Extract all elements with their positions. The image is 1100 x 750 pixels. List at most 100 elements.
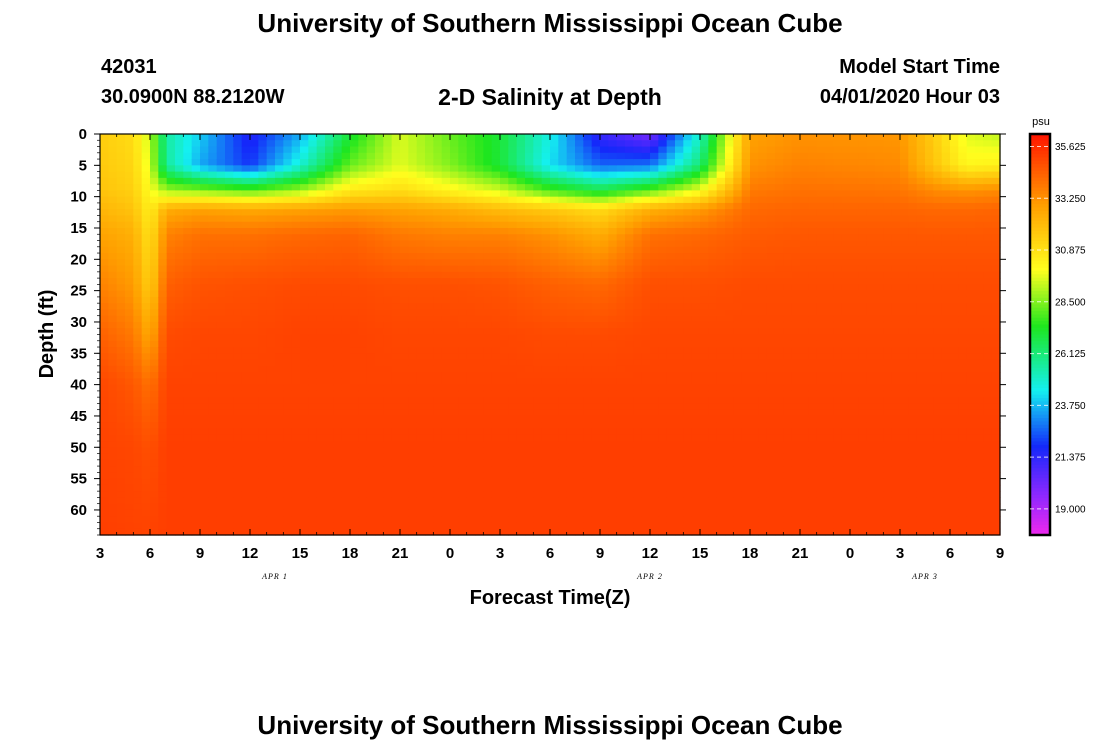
- heatmap-cell: [158, 359, 168, 367]
- heatmap-cell: [258, 290, 268, 298]
- heatmap-cell: [541, 422, 551, 430]
- heatmap-cell: [241, 278, 251, 285]
- heatmap-cell: [216, 190, 226, 198]
- heatmap-cell: [375, 284, 384, 292]
- heatmap-cell: [150, 509, 159, 517]
- heatmap-cell: [366, 271, 376, 279]
- heatmap-cell: [483, 221, 493, 229]
- heatmap-cell: [566, 478, 576, 486]
- heatmap-cell: [641, 184, 651, 191]
- heatmap-cell: [266, 509, 276, 517]
- heatmap-cell: [658, 315, 668, 323]
- heatmap-cell: [558, 422, 568, 430]
- heatmap-cell: [683, 246, 693, 254]
- heatmap-cell: [575, 397, 584, 405]
- heatmap-cell: [208, 159, 218, 166]
- heatmap-cell: [333, 478, 343, 486]
- heatmap-cell: [416, 422, 426, 430]
- heatmap-cell: [166, 453, 176, 461]
- heatmap-cell: [550, 290, 559, 298]
- heatmap-cell: [708, 321, 718, 329]
- heatmap-cell: [458, 171, 468, 179]
- heatmap-cell: [400, 409, 409, 417]
- heatmap-cell: [683, 184, 693, 191]
- heatmap-cell: [258, 409, 268, 417]
- heatmap-cell: [391, 415, 401, 423]
- heatmap-cell: [258, 378, 268, 386]
- heatmap-cell: [225, 334, 234, 342]
- heatmap-cell: [316, 347, 326, 354]
- heatmap-cell: [533, 221, 543, 229]
- heatmap-cell: [533, 202, 543, 210]
- heatmap-cell: [408, 309, 418, 317]
- heatmap-cell: [683, 271, 693, 279]
- heatmap-cell: [400, 215, 409, 223]
- heatmap-cell: [741, 303, 751, 311]
- heatmap-cell: [391, 240, 401, 248]
- heatmap-cell: [575, 484, 584, 492]
- heatmap-cell: [133, 353, 143, 361]
- heatmap-cell: [458, 453, 468, 461]
- heatmap-cell: [216, 459, 226, 467]
- heatmap-cell: [666, 415, 676, 423]
- heatmap-cell: [300, 271, 309, 279]
- heatmap-cell: [558, 528, 568, 536]
- heatmap-cell: [541, 409, 551, 417]
- heatmap-cell: [183, 134, 193, 141]
- heatmap-cell: [666, 271, 676, 279]
- heatmap-cell: [500, 152, 509, 160]
- heatmap-cell: [341, 509, 351, 517]
- heatmap-cell: [191, 227, 201, 235]
- heatmap-cell: [650, 340, 659, 348]
- heatmap-cell: [325, 459, 334, 467]
- heatmap-cell: [683, 509, 693, 517]
- heatmap-cell: [408, 384, 418, 392]
- heatmap-cell: [683, 359, 693, 367]
- heatmap-cell: [433, 409, 443, 417]
- heatmap-cell: [275, 265, 284, 273]
- heatmap-cell: [616, 140, 626, 148]
- heatmap-cell: [441, 472, 451, 480]
- heatmap-cell: [425, 315, 434, 323]
- heatmap-cell: [700, 309, 709, 317]
- heatmap-cell: [408, 303, 418, 311]
- heatmap-cell: [625, 415, 634, 423]
- heatmap-cell: [141, 321, 151, 329]
- heatmap-cell: [183, 484, 193, 492]
- heatmap-cell: [691, 159, 701, 166]
- heatmap-cell: [250, 340, 259, 348]
- heatmap-cell: [208, 353, 218, 361]
- heatmap-cell: [575, 472, 584, 480]
- heatmap-cell: [716, 403, 726, 411]
- heatmap-cell: [208, 171, 218, 179]
- heatmap-cell: [458, 303, 468, 311]
- heatmap-cell: [141, 296, 151, 304]
- heatmap-cell: [541, 253, 551, 260]
- heatmap-cell: [350, 509, 359, 517]
- heatmap-cell: [458, 390, 468, 398]
- heatmap-cell: [200, 290, 209, 298]
- heatmap-cell: [208, 284, 218, 292]
- heatmap-cell: [491, 159, 501, 166]
- heatmap-cell: [133, 171, 143, 179]
- heatmap-cell: [575, 415, 584, 423]
- heatmap-cell: [725, 516, 734, 524]
- heatmap-cell: [641, 240, 651, 248]
- heatmap-cell: [700, 522, 709, 530]
- heatmap-cell: [208, 259, 218, 267]
- heatmap-cell: [466, 240, 476, 248]
- heatmap-cell: [116, 516, 126, 524]
- heatmap-cell: [691, 196, 701, 204]
- heatmap-cell: [475, 390, 484, 398]
- heatmap-cell: [533, 384, 543, 392]
- heatmap-cell: [291, 403, 301, 411]
- heatmap-cell: [641, 328, 651, 336]
- heatmap-cell: [716, 365, 726, 373]
- heatmap-cell: [541, 259, 551, 267]
- heatmap-cell: [441, 441, 451, 448]
- heatmap-cell: [341, 403, 351, 411]
- heatmap-cell: [133, 491, 143, 499]
- heatmap-cell: [516, 409, 526, 417]
- heatmap-cell: [741, 466, 751, 473]
- heatmap-cell: [350, 303, 359, 311]
